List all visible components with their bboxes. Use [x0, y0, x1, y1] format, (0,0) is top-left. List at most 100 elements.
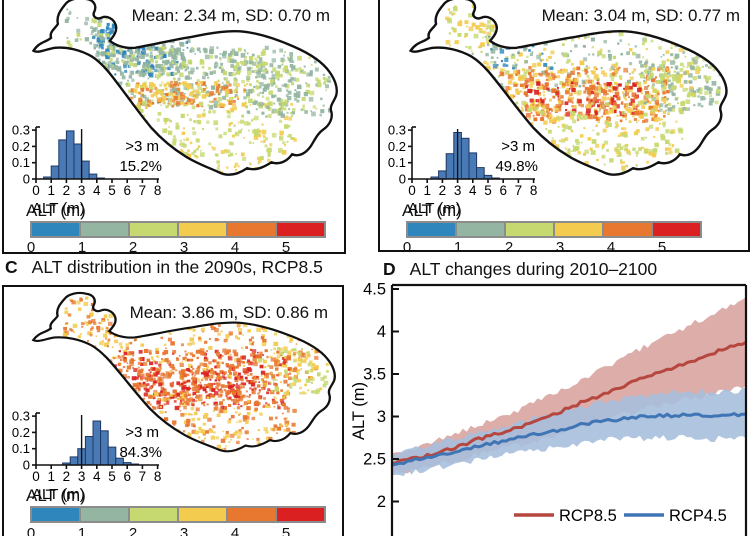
- colorbar-segment: [406, 221, 457, 238]
- colorbar-tick: 0: [26, 525, 36, 536]
- colorbar-segment: [177, 221, 228, 238]
- svg-text:0.3: 0.3: [12, 123, 30, 138]
- panel-c-title-text: ALT distribution in the 2090s, RCP8.5: [31, 257, 323, 277]
- histogram-xlabel: ALT (m): [408, 200, 461, 217]
- panel-c-colorbar-ticks: 0 1 2 3 4 5: [26, 525, 336, 536]
- legend: RCP8.5 RCP4.5: [514, 507, 727, 525]
- panel-a-colorbar: [30, 221, 336, 238]
- svg-text:8: 8: [154, 183, 162, 198]
- colorbar-segment: [30, 506, 81, 523]
- band-RCP4.5: [392, 387, 746, 477]
- colorbar-segment: [177, 506, 228, 523]
- svg-text:0.1: 0.1: [12, 155, 30, 170]
- panel-c-letter: C: [5, 257, 18, 277]
- svg-text:3: 3: [78, 183, 86, 198]
- colorbar-segment: [30, 221, 81, 238]
- colorbar-tick: 5: [281, 525, 291, 536]
- panel-a: Mean: 2.34 m, SD: 0.70 m 0 0.1 0.2 0.3 0 1 2 3 4…: [2, 0, 346, 256]
- colorbar-segment: [128, 221, 179, 238]
- svg-text:8: 8: [154, 469, 162, 484]
- colorbar-tick: 3: [555, 239, 565, 256]
- panel-c-colorbar-label: ALT (m): [26, 486, 86, 505]
- panel-c: Mean: 3.86 m, SD: 0.86 m 0 0.1 0.2 0.3 0 1 2 3 4…: [2, 285, 344, 536]
- histogram-xlabel: ALT (m): [32, 486, 85, 503]
- panel-b-stats: Mean: 3.04 m, SD: 0.77 m: [541, 6, 740, 25]
- colorbar-tick: 4: [230, 239, 240, 256]
- panel-b-map: [408, 0, 728, 176]
- map-raster: [64, 7, 333, 175]
- panel-d-letter: D: [383, 259, 396, 279]
- legend-label: RCP4.5: [669, 507, 727, 525]
- y-tick-label: 4.5: [363, 281, 386, 299]
- colorbar-segment: [602, 221, 653, 238]
- panel-c-map: [31, 291, 336, 453]
- colorbar-tick: 2: [128, 239, 138, 256]
- colorbar-tick: 3: [179, 239, 189, 256]
- threshold-percent: 49.8%: [495, 158, 538, 175]
- colorbar-tick: 2: [128, 525, 138, 536]
- colorbar-segment: [79, 221, 130, 238]
- panel-a-colorbar-label: ALT (m): [26, 201, 86, 220]
- y-tick-label: 3.5: [363, 366, 386, 384]
- colorbar-tick: 0: [402, 239, 412, 256]
- svg-text:0.2: 0.2: [12, 425, 30, 440]
- threshold-note: >3 m: [125, 424, 159, 441]
- colorbar-segment: [226, 221, 277, 238]
- svg-text:0: 0: [23, 172, 30, 187]
- svg-text:8: 8: [530, 183, 538, 198]
- svg-text:0: 0: [399, 172, 406, 187]
- plateau-outline: [408, 0, 728, 176]
- y-tick-label: 2: [377, 493, 386, 511]
- colorbar-tick: 5: [657, 239, 667, 256]
- colorbar-segment: [553, 221, 604, 238]
- svg-text:0: 0: [23, 458, 30, 473]
- panel-d-title: D ALT changes during 2010–2100: [383, 259, 657, 280]
- panel-b-colorbar-label: ALT (m): [402, 201, 462, 220]
- plateau-outline: [31, 291, 336, 453]
- panel-c-title: C ALT distribution in the 2090s, RCP8.5: [5, 257, 323, 278]
- colorbar-tick: 2: [504, 239, 514, 256]
- panel-c-histogram: 00.10.20.30 1 2 3 4 5 6 7 8>3 m84.3%ALT (m): [12, 409, 162, 503]
- panel-b-colorbar-ticks: 0 1 2 3 4 5: [402, 239, 712, 257]
- histogram-bars: [430, 132, 500, 180]
- svg-text:2: 2: [63, 469, 71, 484]
- colorbar-segment: [275, 506, 326, 523]
- svg-text:0.1: 0.1: [12, 441, 30, 456]
- svg-text:3: 3: [78, 469, 86, 484]
- plateau-outline: [31, 0, 338, 176]
- svg-text:0: 0: [32, 183, 40, 198]
- colorbar-segment: [275, 221, 326, 238]
- svg-text:0.1: 0.1: [388, 155, 406, 170]
- svg-text:0: 0: [408, 183, 416, 198]
- svg-text:0.3: 0.3: [388, 123, 406, 138]
- colorbar-segment: [504, 221, 555, 238]
- colorbar-tick: 1: [77, 525, 87, 536]
- legend-label: RCP8.5: [559, 507, 617, 525]
- svg-text:2: 2: [439, 183, 447, 198]
- colorbar-tick: 1: [453, 239, 463, 256]
- colorbar-segment: [651, 221, 702, 238]
- panel-a-stats: Mean: 2.34 m, SD: 0.70 m: [131, 6, 330, 25]
- svg-text:6: 6: [499, 183, 507, 198]
- panel-b-histogram: 00.10.20.30 1 2 3 4 5 6 7 8>3 m49.8%ALT (m): [388, 123, 538, 217]
- svg-text:4: 4: [93, 183, 101, 198]
- svg-text:0.2: 0.2: [388, 139, 406, 154]
- svg-text:0: 0: [32, 469, 40, 484]
- svg-text:1: 1: [423, 183, 431, 198]
- colorbar-tick: 4: [606, 239, 616, 256]
- svg-text:6: 6: [123, 183, 131, 198]
- svg-text:5: 5: [108, 183, 116, 198]
- panel-a-histogram: 00.10.20.30 1 2 3 4 5 6 7 8>3 m15.2%ALT (m): [12, 123, 162, 217]
- threshold-percent: 84.3%: [119, 444, 162, 461]
- svg-text:7: 7: [515, 183, 523, 198]
- panel-c-colorbar: [30, 506, 336, 523]
- colorbar-tick: 1: [77, 239, 87, 256]
- panel-c-stats: Mean: 3.86 m, SD: 0.86 m: [129, 303, 328, 322]
- svg-text:2: 2: [63, 183, 71, 198]
- svg-text:1: 1: [47, 183, 55, 198]
- svg-text:5: 5: [108, 469, 116, 484]
- colorbar-tick: 3: [179, 525, 189, 536]
- colorbar-segment: [455, 221, 506, 238]
- panel-b: Mean: 3.04 m, SD: 0.77 m 0 0.1 0.2 0.3 0 1 2 3 4…: [378, 0, 750, 256]
- panel-b-colorbar: [406, 221, 712, 238]
